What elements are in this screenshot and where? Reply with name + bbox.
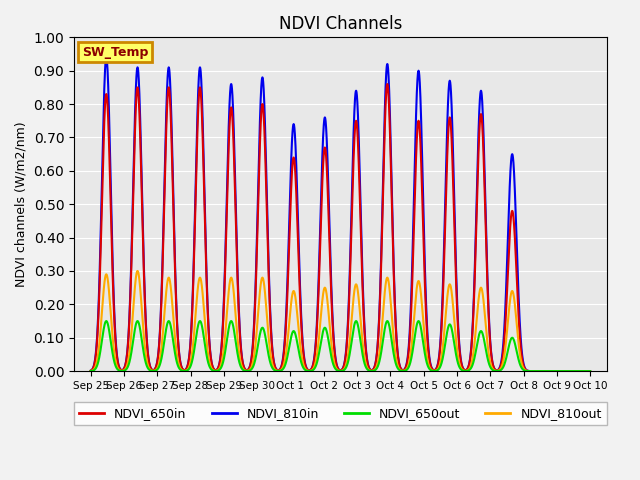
Y-axis label: NDVI channels (W/m2/nm): NDVI channels (W/m2/nm) bbox=[15, 121, 28, 287]
Text: SW_Temp: SW_Temp bbox=[82, 46, 148, 59]
Legend: NDVI_650in, NDVI_810in, NDVI_650out, NDVI_810out: NDVI_650in, NDVI_810in, NDVI_650out, NDV… bbox=[74, 402, 607, 425]
Title: NDVI Channels: NDVI Channels bbox=[278, 15, 402, 33]
